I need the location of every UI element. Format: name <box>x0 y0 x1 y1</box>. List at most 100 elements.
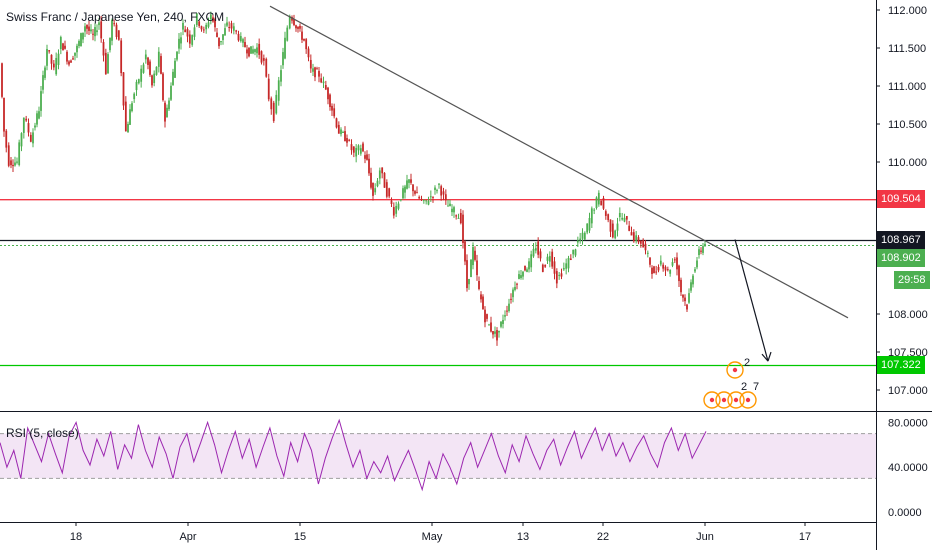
candle-down <box>102 41 105 56</box>
candle-down <box>124 101 127 132</box>
x-tick-label: 13 <box>517 531 529 543</box>
candle-up <box>518 274 520 279</box>
candle-down <box>684 297 686 302</box>
candle-down <box>235 30 238 32</box>
x-tick-label: 22 <box>597 531 609 543</box>
y-tick-label: 110.500 <box>888 119 927 131</box>
wave-label-top: 2 <box>744 357 750 369</box>
wave-marker-1 <box>715 391 733 409</box>
candle-up <box>576 240 579 243</box>
trendline <box>269 5 849 319</box>
candle-down <box>649 257 651 265</box>
candle-down <box>327 87 329 100</box>
candle-up <box>635 235 638 241</box>
wave-marker-3-dot <box>745 397 751 403</box>
candle-up <box>548 256 551 262</box>
candle-up <box>342 131 344 133</box>
candle-up <box>46 48 48 66</box>
candle-down <box>486 314 488 319</box>
candle-down <box>68 61 70 65</box>
candle-up <box>438 183 440 185</box>
candle-down <box>625 215 628 220</box>
candle-down <box>390 200 393 204</box>
candle-down <box>244 42 246 48</box>
candle-up <box>395 205 398 214</box>
candle-down <box>510 298 512 300</box>
candle-up <box>226 22 228 26</box>
candle-up <box>232 26 235 31</box>
candle-up <box>140 68 143 82</box>
candle-down <box>420 198 423 200</box>
candle-down <box>212 17 214 22</box>
candle-down <box>673 259 676 261</box>
candle-down <box>553 261 556 274</box>
candle-down <box>184 29 187 33</box>
wave-label-b: 7 <box>753 381 759 393</box>
candle-up <box>133 93 136 100</box>
candle-down <box>350 144 353 151</box>
candle-up <box>494 331 496 334</box>
candle-down <box>267 78 270 100</box>
candle-up <box>127 123 129 133</box>
candle-up <box>280 70 282 82</box>
bid-price-tag: 108.902 <box>877 249 925 267</box>
candle-up <box>500 321 502 327</box>
candle-up <box>359 148 362 154</box>
candle-countdown-tag: 29:58 <box>894 271 930 289</box>
candle-up <box>692 275 694 285</box>
candle-up <box>137 79 140 84</box>
candle-down <box>657 266 660 271</box>
candle-down <box>337 124 340 134</box>
rsi-indicator-label[interactable]: RSI (5, close) <box>6 426 79 440</box>
candle-down <box>324 84 327 90</box>
candle-down <box>516 283 518 285</box>
candle-down <box>1 63 3 97</box>
candle-down <box>316 68 318 70</box>
candle-up <box>170 85 172 100</box>
candle-down <box>186 29 189 37</box>
candle-up <box>514 286 516 290</box>
candle-up <box>453 207 455 213</box>
wave-marker-0-dot <box>709 397 715 403</box>
candle-down <box>555 271 558 284</box>
candle-up <box>422 199 425 201</box>
candle-down <box>455 215 458 217</box>
candle-down <box>335 118 338 128</box>
candle-down <box>484 309 486 323</box>
candle-up <box>404 186 406 193</box>
candle-up <box>588 217 591 231</box>
candle-down <box>476 260 478 276</box>
candle-down <box>214 18 216 28</box>
candle-down <box>474 250 476 260</box>
candle-up <box>288 16 291 29</box>
candle-up <box>376 180 379 187</box>
candle-down <box>291 17 293 21</box>
candle-down <box>492 331 494 335</box>
candle-up <box>427 200 430 205</box>
candle-down <box>200 26 203 30</box>
candle-down <box>496 330 498 341</box>
candle-down <box>412 184 414 192</box>
candle-up <box>176 51 178 60</box>
candle-up <box>40 91 42 111</box>
candle-up <box>252 49 254 54</box>
candle-down <box>5 130 8 148</box>
candle-down <box>66 51 68 62</box>
candle-down <box>297 26 299 29</box>
candle-down <box>637 237 640 243</box>
candle-up <box>155 66 158 75</box>
candle-up <box>224 28 226 36</box>
y-tick-label: 111.000 <box>888 81 926 93</box>
candle-up <box>593 209 596 211</box>
candle-up <box>472 246 474 266</box>
candle-up <box>135 81 138 91</box>
candle-down <box>113 23 116 25</box>
candle-up <box>178 38 180 49</box>
candle-up <box>504 315 506 317</box>
candle-up <box>567 258 570 269</box>
x-tick-label: 18 <box>70 531 82 543</box>
wave-marker <box>726 361 744 379</box>
candle-up <box>565 263 568 269</box>
candle-down <box>12 164 14 167</box>
